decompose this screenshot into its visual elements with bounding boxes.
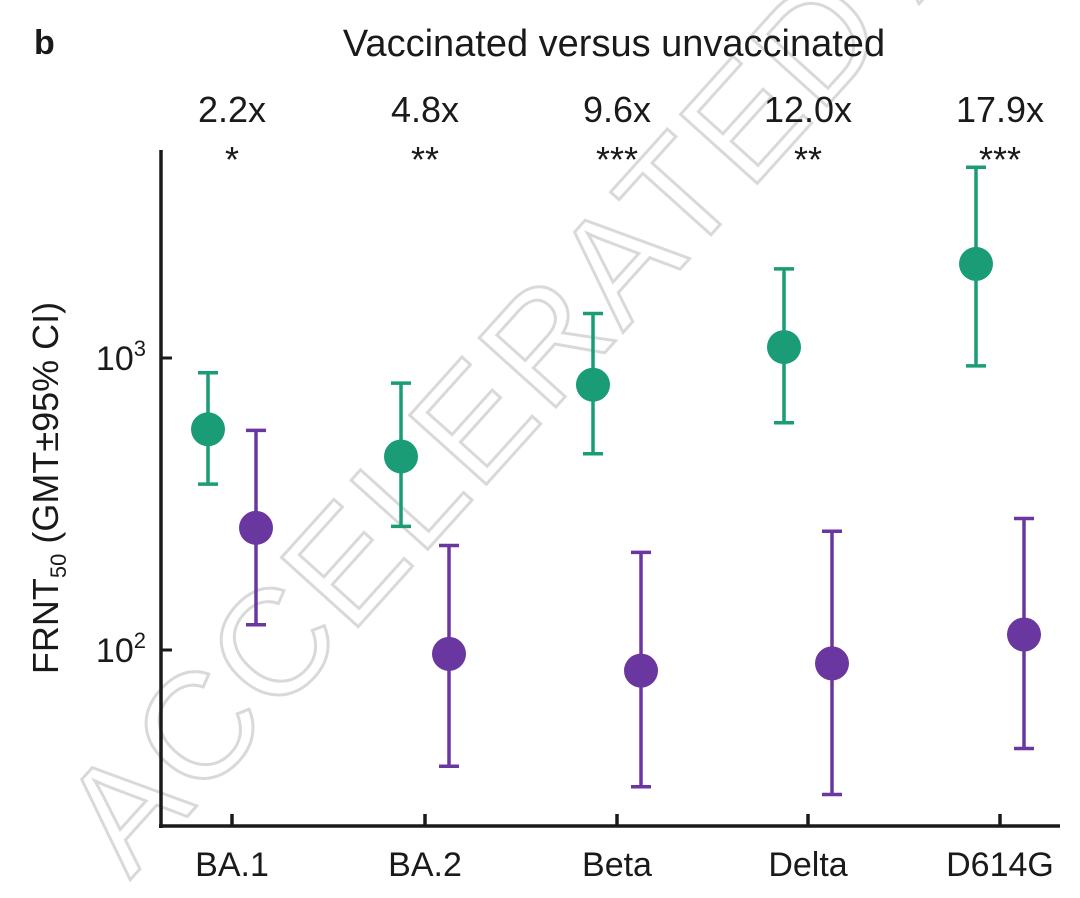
- significance-label: ***: [596, 139, 638, 180]
- data-point: [191, 412, 225, 447]
- x-tick-label: Beta: [582, 846, 652, 884]
- fold-change-label: 12.0x: [764, 89, 852, 130]
- significance-labels: * ** *** ** ***: [225, 139, 1021, 180]
- series-layer: [191, 165, 1041, 797]
- y-tick-label: 103: [96, 336, 146, 378]
- x-tick-label: Delta: [768, 846, 847, 884]
- significance-label: **: [794, 139, 822, 180]
- x-tick-label: BA.1: [195, 846, 269, 884]
- data-point: [624, 653, 658, 688]
- data-point: [239, 510, 273, 545]
- y-ticks: 102 103: [96, 336, 172, 670]
- data-point: [767, 330, 801, 365]
- fold-change-label: 2.2x: [198, 89, 266, 130]
- y-axis-label: FRNT50 (GMT±95% CI): [25, 302, 71, 674]
- significance-label: *: [225, 139, 239, 180]
- significance-label: ***: [979, 139, 1021, 180]
- fold-change-label: 17.9x: [956, 89, 1044, 130]
- x-ticks: BA.1 BA.2 Beta Delta D614G: [195, 814, 1054, 884]
- fold-change-labels: 2.2x 4.8x 9.6x 12.0x 17.9x: [198, 89, 1044, 130]
- data-point: [959, 246, 993, 281]
- data-point: [384, 439, 418, 474]
- data-point: [432, 636, 466, 671]
- fold-change-label: 9.6x: [583, 89, 651, 130]
- series-1: [191, 165, 993, 529]
- series-2: [239, 428, 1041, 797]
- x-tick-label: BA.2: [388, 846, 462, 884]
- data-point: [815, 646, 849, 681]
- data-point: [1007, 617, 1041, 652]
- watermark: ACCELERATED A: [29, 0, 1012, 898]
- fold-change-label: 4.8x: [391, 89, 459, 130]
- panel-label: b: [34, 24, 55, 62]
- significance-label: **: [411, 139, 439, 180]
- y-tick-label: 102: [96, 628, 146, 670]
- chart-title: Vaccinated versus unvaccinated: [343, 23, 885, 65]
- x-axis: BA.1 BA.2 Beta Delta D614G: [159, 814, 1060, 884]
- y-axis: 102 103: [96, 150, 172, 828]
- x-tick-label: D614G: [946, 846, 1054, 884]
- data-point: [576, 367, 610, 402]
